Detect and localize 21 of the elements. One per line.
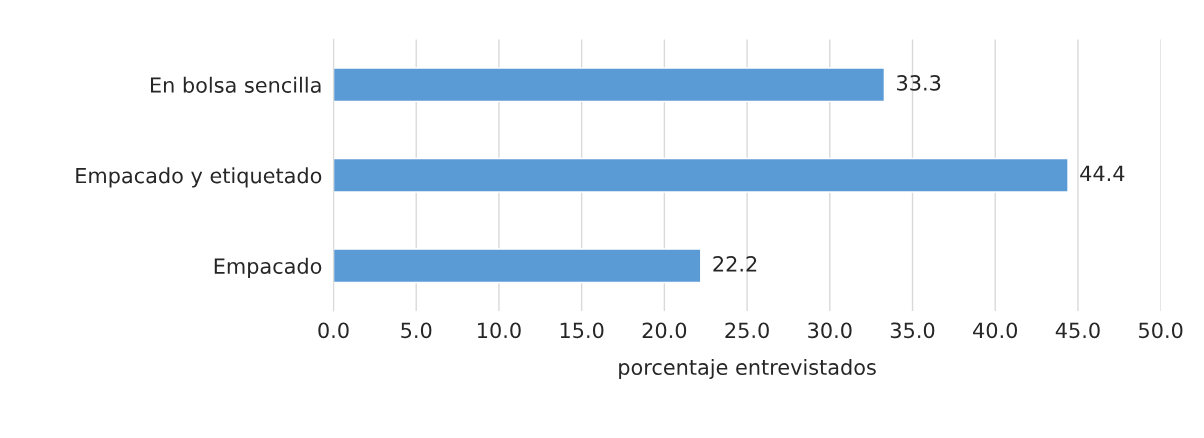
x-tick-label: 45.0: [1055, 322, 1100, 339]
data-label: 22.2: [713, 256, 757, 272]
data-label: 33.3: [897, 74, 941, 91]
x-tick-label: 30.0: [808, 322, 852, 339]
x-tick-label: 10.0: [478, 322, 521, 339]
x-tick-label: 0.0: [318, 322, 349, 339]
x-tick-label: 40.0: [973, 322, 1018, 339]
bar: [333, 67, 886, 103]
y-tick-label: En bolsa sencilla: [150, 76, 321, 93]
bar: [333, 157, 1069, 193]
x-tick-label: 50.0: [1139, 322, 1183, 339]
y-tick-label: Empacado: [214, 257, 322, 278]
x-tick-label: 20.0: [642, 322, 687, 339]
bar: [333, 248, 702, 284]
x-tick-label: 5.0: [401, 322, 432, 339]
x-tick-label: 25.0: [725, 322, 769, 339]
x-tick-label: 15.0: [560, 322, 604, 339]
y-tick-label: Empacado y etiquetado: [76, 167, 322, 188]
x-axis-title: porcentaje entrevistados: [619, 358, 876, 380]
data-label: 44.4: [1080, 165, 1125, 181]
x-tick-label: 35.0: [890, 322, 935, 339]
